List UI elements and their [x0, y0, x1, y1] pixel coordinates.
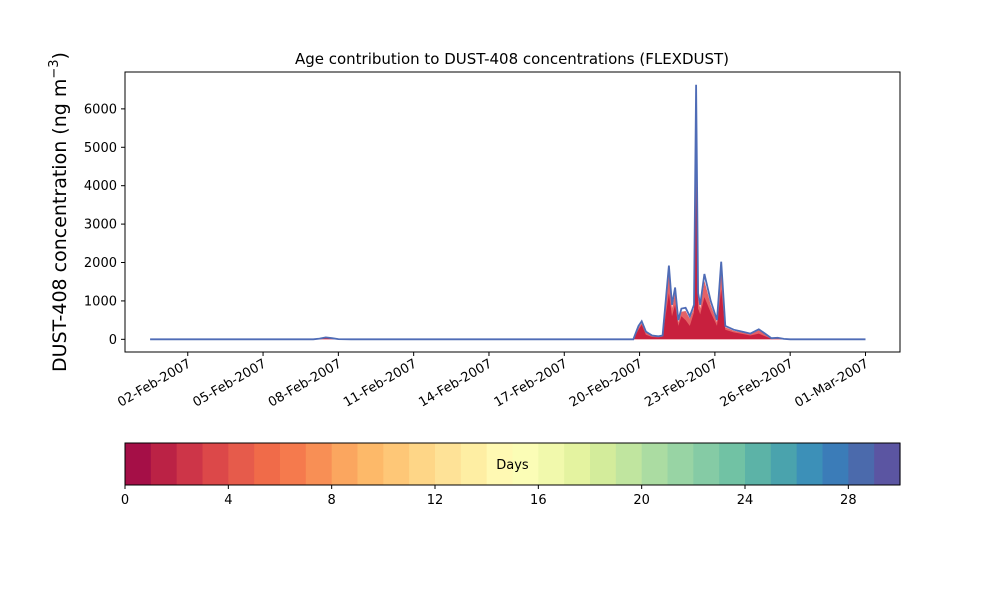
colorbar-cell: [822, 443, 849, 485]
colorbar-tick-label: 16: [530, 493, 547, 508]
colorbar-tick-label: 12: [427, 493, 444, 508]
series-layer: [150, 84, 866, 341]
colorbar-tick-label: 8: [328, 493, 336, 508]
colorbar-cell: [512, 443, 539, 485]
colorbar-cell: [745, 443, 772, 485]
colorbar-tick-label: 4: [224, 493, 232, 508]
y-tick-label: 6000: [84, 102, 117, 117]
colorbar-cell: [409, 443, 436, 485]
y-tick-label: 3000: [84, 218, 117, 233]
colorbar-cell: [770, 443, 798, 485]
colorbar-cell: [615, 443, 643, 485]
colorbar-cell: [641, 443, 669, 485]
colorbar-cell: [383, 443, 410, 485]
colorbar-cell: [202, 443, 229, 485]
y-tick-label: 5000: [84, 141, 117, 156]
colorbar-cell: [667, 443, 694, 485]
colorbar-cell: [590, 443, 617, 485]
colorbar-cell: [693, 443, 720, 485]
colorbar: Days 0 4 8 12 16 20 24 28: [121, 442, 901, 508]
colorbar-cell: [435, 443, 462, 485]
colorbar-cell: [150, 443, 178, 485]
chart-title: Age contribution to DUST-408 concentrati…: [295, 50, 729, 68]
colorbar-cells: [125, 443, 901, 485]
colorbar-tick-label: 24: [737, 493, 754, 508]
colorbar-cell: [796, 443, 824, 485]
colorbar-cell: [357, 443, 384, 485]
colorbar-cell: [228, 443, 255, 485]
colorbar-cell: [460, 443, 488, 485]
line-total: [150, 84, 866, 341]
plot-frame: [124, 71, 901, 353]
colorbar-cell: [564, 443, 591, 485]
y-axis-label-close: ): [49, 52, 71, 59]
colorbar-tick-label: 20: [633, 493, 650, 508]
y-tick-label: 4000: [84, 179, 117, 194]
plot-area: [124, 71, 901, 353]
colorbar-cell: [848, 443, 875, 485]
colorbar-cell: [874, 443, 901, 485]
colorbar-cell: [176, 443, 204, 485]
colorbar-cell: [125, 443, 152, 485]
y-axis-label-superscript: −3: [47, 59, 62, 78]
colorbar-tick-label: 28: [840, 493, 857, 508]
y-axis-label: DUST-408 concentration (ng m−3): [47, 52, 71, 372]
colorbar-cell: [280, 443, 307, 485]
colorbar-label: Days: [496, 458, 529, 473]
colorbar-cell: [486, 443, 514, 485]
y-axis-label-main: DUST-408 concentration (ng m: [49, 79, 71, 372]
y-axis: 0 1000 2000 3000 4000 5000 6000: [84, 102, 125, 348]
colorbar-ticks: 0 4 8 12 16 20 24 28: [121, 485, 857, 508]
colorbar-frame: [124, 442, 901, 486]
colorbar-cell: [538, 443, 565, 485]
colorbar-cell: [305, 443, 333, 485]
colorbar-cell: [254, 443, 281, 485]
colorbar-cell: [719, 443, 746, 485]
colorbar-cell: [331, 443, 359, 485]
colorbar-tick-label: 0: [121, 493, 129, 508]
y-tick-label: 2000: [84, 256, 117, 271]
y-tick-label: 0: [109, 333, 117, 348]
y-tick-label: 1000: [84, 294, 117, 309]
